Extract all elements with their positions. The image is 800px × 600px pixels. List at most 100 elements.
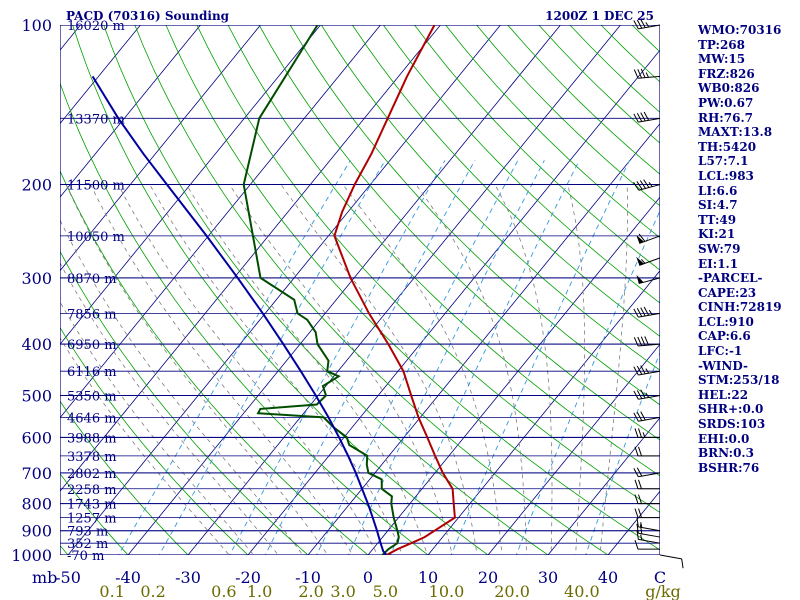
wind-barb: [634, 540, 660, 550]
moist-adiabat-line: [229, 184, 453, 555]
mixing-ratio-tick-label: 0.1: [99, 582, 124, 600]
wind-barb: [636, 274, 661, 285]
index-item: WB0:826: [698, 81, 760, 96]
dry-adiabat-line: [103, 25, 549, 555]
index-item: -WIND-: [698, 358, 748, 373]
temperature-tick-label: -30: [175, 568, 201, 587]
index-item: -PARCEL-: [698, 271, 763, 286]
height-tick-label: 13370 m: [67, 112, 125, 127]
moist-adiabat-line: [60, 301, 255, 555]
dry-adiabat-line: [414, 25, 660, 271]
index-item: HEL:22: [698, 387, 749, 402]
wind-barb: [636, 523, 661, 538]
pressure-tick-label: 200: [21, 176, 52, 195]
index-item: BRN:0.3: [698, 446, 754, 461]
temperature-tick-label: -40: [115, 568, 141, 587]
pressure-tick-label: 400: [21, 335, 52, 354]
index-item: L57:7.1: [698, 154, 749, 169]
isotherm-line: [60, 25, 381, 419]
isotherm-line: [60, 25, 261, 272]
dry-adiabat-line: [320, 25, 660, 371]
mixing-ratio-line: [450, 160, 631, 555]
mixing-ratio-line: [389, 160, 580, 555]
index-item: SW:79: [698, 241, 741, 256]
height-tick-label: 5350 m: [67, 389, 117, 404]
pressure-tick-label: 1000: [11, 546, 52, 565]
temperature-tick-label: 0: [363, 568, 373, 587]
index-item: MAXT:13.8: [698, 125, 773, 140]
wind-barbs: [633, 19, 684, 569]
moist-adiabat-line: [149, 184, 403, 555]
parcel-line: [91, 75, 388, 555]
dry-adiabat-line: [0, 25, 17, 566]
station-title: PACD (70316) Sounding: [66, 9, 230, 23]
index-item: EHI:0.0: [698, 431, 750, 446]
height-tick-label: 1743 m: [67, 498, 117, 513]
height-tick-label: -70 m: [67, 549, 104, 564]
index-item: LCL:983: [698, 168, 754, 183]
dry-adiabat-line: [60, 169, 369, 555]
pressure-tick-label: 700: [21, 464, 52, 483]
dry-adiabat-line: [134, 25, 609, 555]
isotherm-line: [67, 25, 501, 555]
dry-adiabat-line: [60, 326, 249, 555]
pressure-tick-label: 900: [21, 522, 52, 541]
mixing-ratio-line: [316, 160, 519, 555]
mixing-ratio-line: [117, 160, 351, 555]
dry-adiabat-line: [383, 25, 660, 304]
mixing-ratio-tick-label: 0.6: [211, 582, 236, 600]
mixing-ratio-tick-label: 2.0: [298, 582, 323, 600]
mixing-ratio-line: [585, 351, 660, 555]
mixing-ratio-line: [158, 160, 386, 555]
isotherm-line: [60, 25, 201, 198]
index-item: KI:21: [698, 227, 736, 242]
wind-barb: [633, 306, 661, 318]
index-item: SI:4.7: [698, 198, 738, 213]
dry-adiabat-line: [60, 81, 429, 555]
dry-adiabat-line: [60, 544, 69, 555]
index-item: STM:253/18: [698, 373, 780, 388]
sounding-time: 1200Z 1 DEC 25: [545, 9, 654, 23]
wind-barb: [633, 411, 661, 422]
temperature-line: [333, 25, 456, 555]
height-tick-label: 8870 m: [67, 272, 117, 287]
index-item: FRZ:826: [698, 66, 755, 81]
moist-adiabat-line: [60, 262, 279, 555]
isotherm-line: [187, 25, 621, 555]
mixing-ratio-tick-label: 0.2: [140, 582, 165, 600]
isotherm-line: [547, 417, 660, 555]
isotherm-line: [487, 343, 660, 555]
height-tick-label: 2258 m: [67, 483, 117, 498]
wind-barb: [633, 111, 661, 123]
mixing-ratio-line: [264, 160, 476, 555]
isotherm-line: [0, 25, 20, 566]
chart-series: [91, 25, 456, 555]
moist-adiabat-line: [280, 184, 478, 555]
moist-adiabat-line: [599, 184, 628, 555]
indices-panel: WMO:70316 TP:268 MW:15 FRZ:826 WB0:826 PW:0.6…: [698, 23, 782, 475]
index-item: EI:1.1: [698, 256, 739, 271]
index-item: LCL:910: [698, 314, 754, 329]
temperature-tick-label: 40: [598, 568, 618, 587]
moist-adiabat-line: [494, 184, 553, 555]
isotherm-line: [60, 25, 441, 492]
height-tick-label: 4646 m: [67, 411, 117, 426]
wind-barb: [633, 179, 661, 191]
height-tick-label: 1257 m: [67, 512, 117, 527]
wind-barb: [634, 446, 660, 457]
mixing-ratio-line: [347, 160, 545, 555]
wind-barb: [634, 494, 660, 505]
wind-barb: [633, 68, 661, 79]
height-tick-label: 11500 m: [67, 179, 125, 194]
wind-barb: [633, 467, 661, 478]
dry-adiabat-line: [258, 25, 660, 441]
mixing-ratio-line: [515, 209, 660, 555]
mixing-ratio-tick-label: 10.0: [429, 582, 465, 600]
moist-adiabat-line: [117, 184, 378, 555]
index-item: CAP:6.6: [698, 329, 751, 344]
wind-barb: [634, 479, 660, 490]
plot-frame: [60, 25, 660, 555]
wind-barb: [636, 517, 661, 532]
moist-adiabat-line: [185, 184, 428, 555]
